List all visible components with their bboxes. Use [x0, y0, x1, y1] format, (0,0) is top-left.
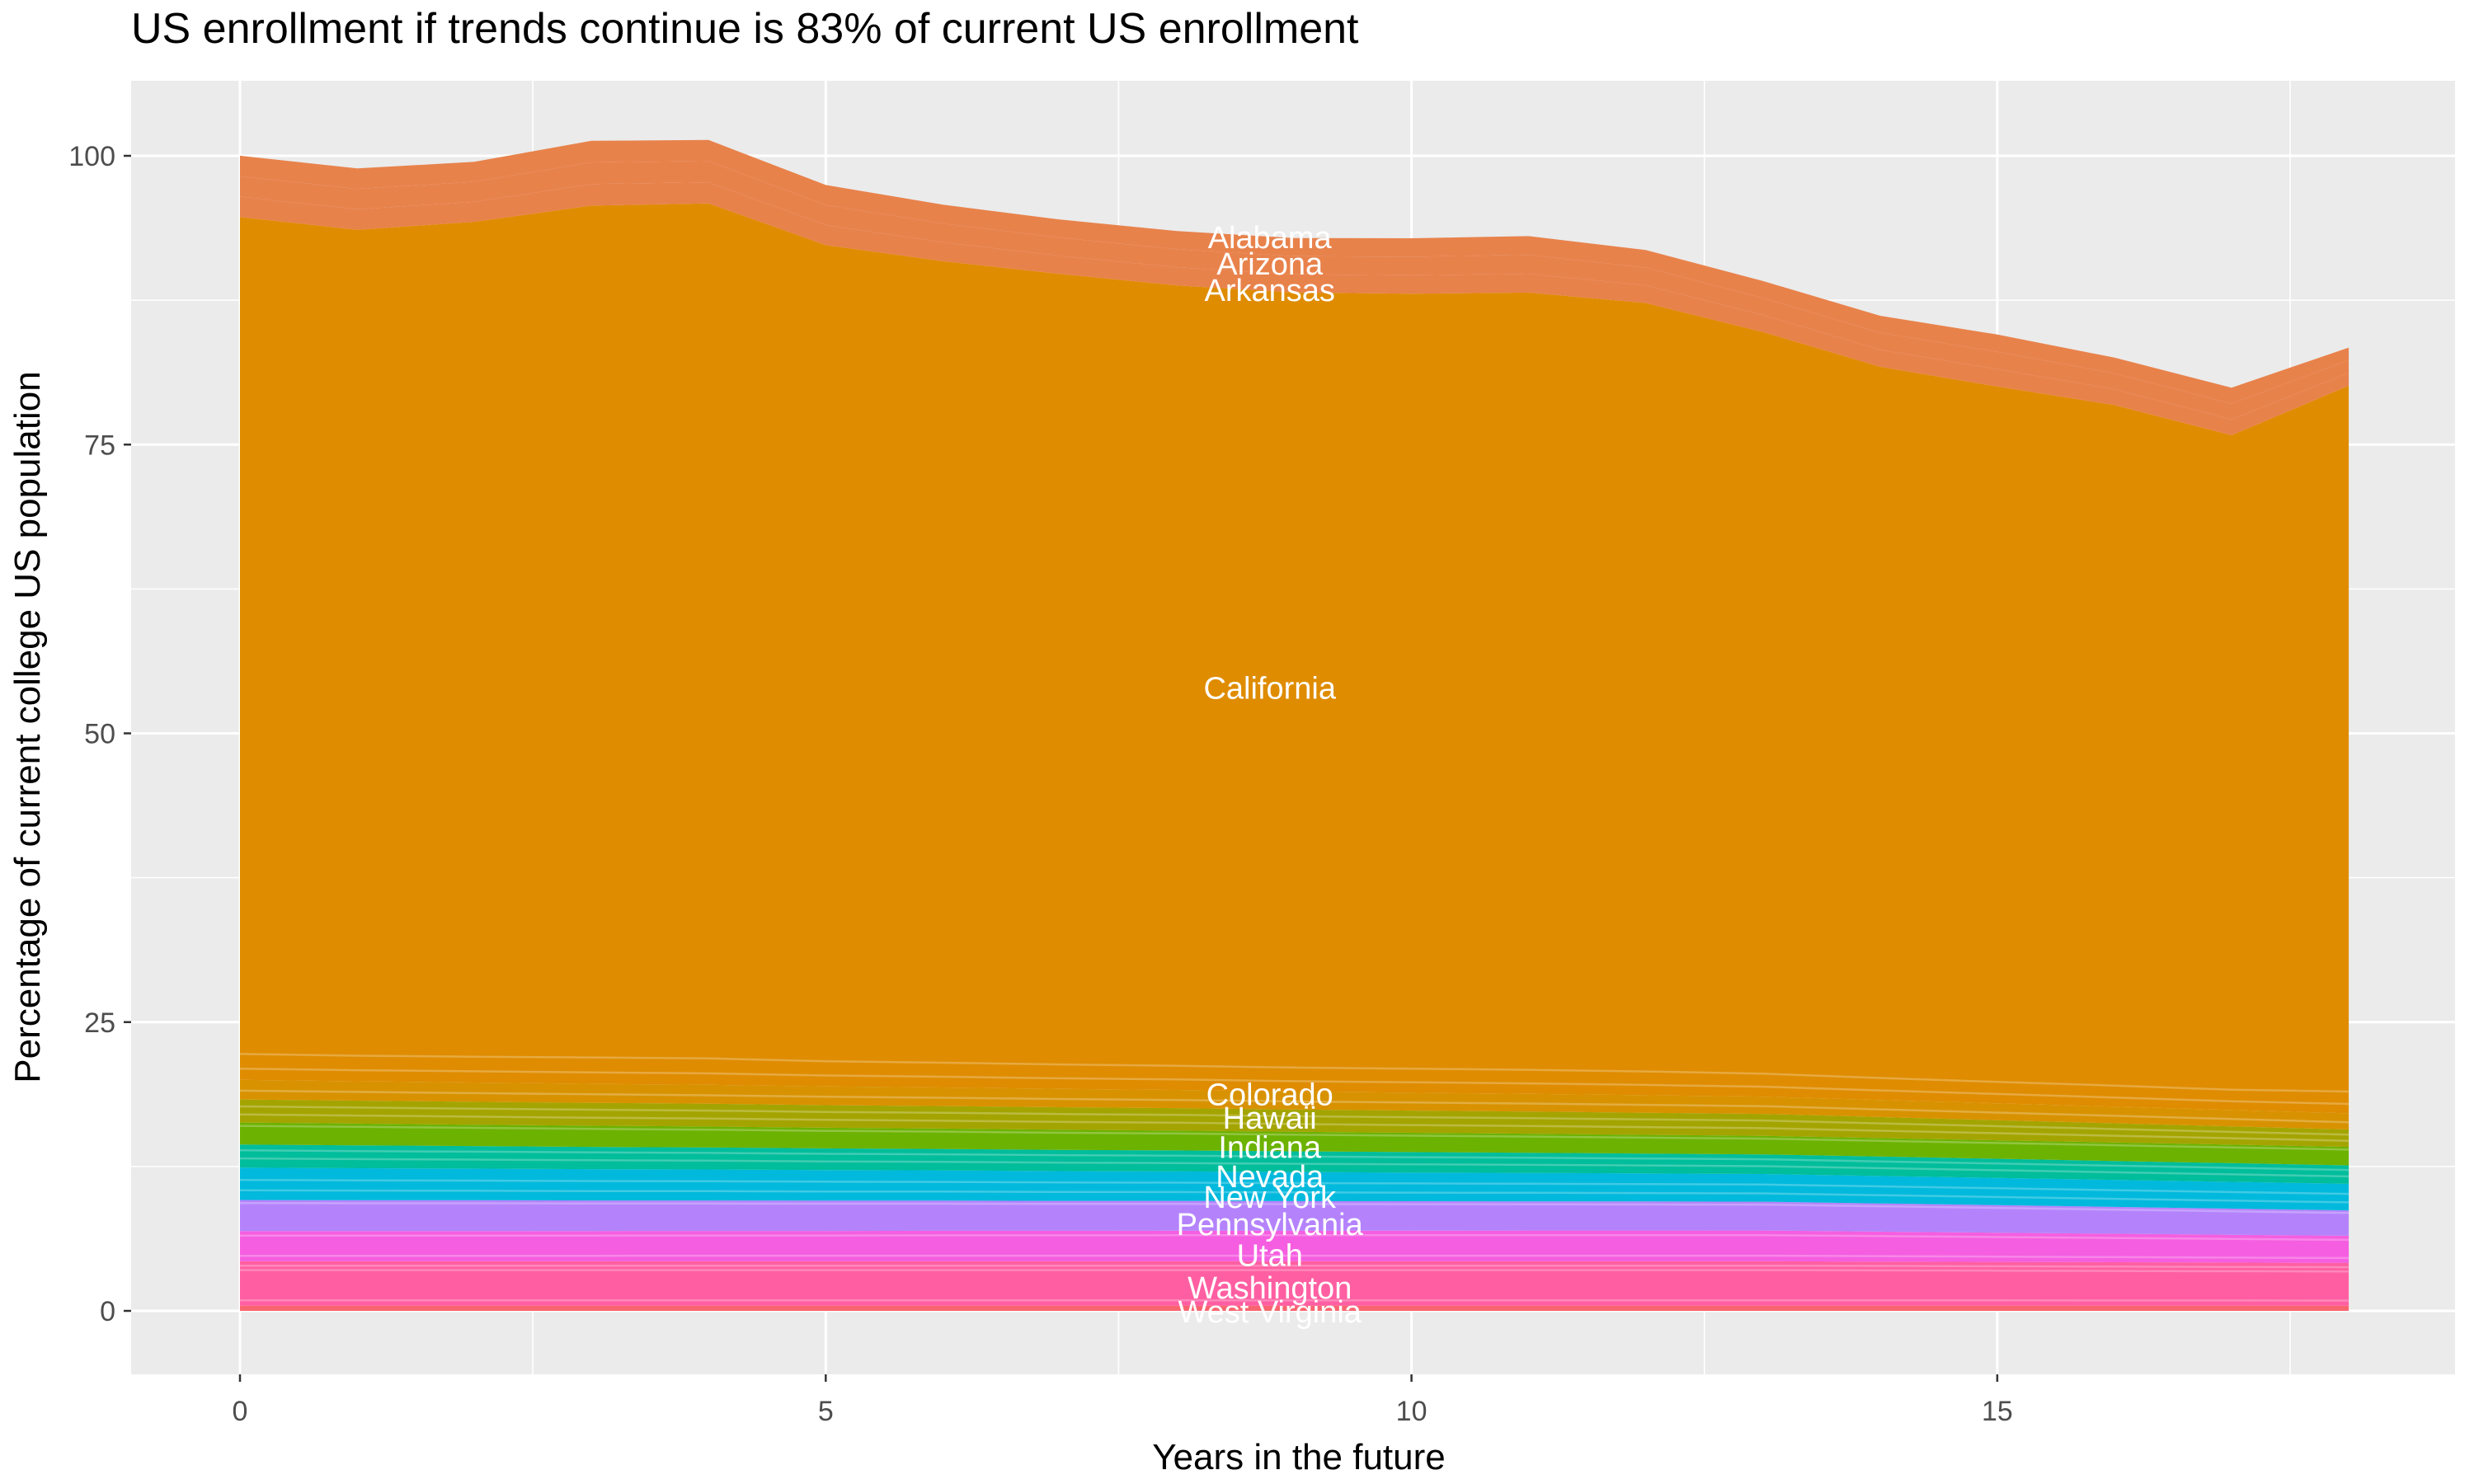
area-west-virginia	[240, 1305, 2349, 1311]
area-hawaii	[240, 1099, 2349, 1148]
area-utah	[240, 1230, 2349, 1263]
hairline-new-york	[239, 1178, 2349, 1195]
hairline-utah	[240, 1254, 2349, 1260]
hairline-utah	[240, 1233, 2349, 1242]
hairline-hawaii	[239, 1105, 2349, 1136]
hairline-washington	[240, 1269, 2349, 1273]
state-label-arkansas: Arkansas	[1205, 274, 1335, 308]
y-tick-label-25: 25	[84, 1007, 115, 1039]
hairline-california	[239, 1067, 2349, 1106]
hairline-new-york	[239, 1189, 2349, 1204]
area-alabama	[240, 139, 2349, 404]
area-indiana	[240, 1122, 2349, 1166]
area-nevada	[240, 1144, 2349, 1184]
y-tick-label-0: 0	[100, 1296, 115, 1327]
hairline-nevada	[239, 1157, 2349, 1178]
y-axis-title: Percentage of current college US populat…	[7, 371, 48, 1082]
x-tick-label-0: 0	[233, 1396, 248, 1427]
hairline-pennsylvania	[239, 1202, 2349, 1214]
area-pennsylvania	[240, 1200, 2349, 1236]
state-label-arizona: Arizona	[1216, 247, 1324, 282]
state-label-utah: Utah	[1237, 1238, 1303, 1273]
area-arizona	[240, 161, 2349, 420]
state-label-nevada: Nevada	[1216, 1160, 1324, 1195]
state-label-washington: Washington	[1188, 1271, 1352, 1306]
hairline-indiana	[239, 1125, 2349, 1151]
hairline-hawaii	[239, 1113, 2349, 1142]
state-label-pennsylvania: Pennsylvania	[1177, 1208, 1364, 1242]
y-tick-label-50: 50	[84, 719, 115, 750]
y-axis: 0 25 50 75 100	[68, 141, 131, 1327]
x-tick-label-5: 5	[818, 1396, 834, 1427]
x-tick-label-10: 10	[1396, 1396, 1427, 1427]
x-axis-title: Years in the future	[1152, 1437, 1446, 1477]
chart-title: US enrollment if trends continue is 83% …	[131, 5, 1359, 53]
state-label-west-virginia: West Virginia	[1178, 1295, 1362, 1330]
area-colorado	[240, 1079, 2349, 1129]
area-california	[240, 203, 2349, 1114]
state-label-california: California	[1203, 671, 1336, 706]
band-boundary-hairlines	[239, 1053, 2349, 1302]
state-label-colorado: Colorado	[1206, 1078, 1333, 1113]
x-axis: 0 5 10 15	[233, 1374, 2013, 1427]
area-washington	[240, 1261, 2349, 1306]
state-label-new-york: New York	[1203, 1181, 1337, 1215]
state-areas	[240, 139, 2349, 1311]
hairline-california	[239, 1053, 2349, 1093]
y-tick-label-100: 100	[68, 141, 115, 172]
x-tick-label-15: 15	[1982, 1396, 2013, 1427]
y-tick-label-75: 75	[84, 430, 115, 461]
state-label-indiana: Indiana	[1218, 1130, 1322, 1165]
state-label-alabama: Alabama	[1208, 221, 1333, 256]
hairline-colorado	[239, 1089, 2349, 1124]
area-new-york	[240, 1167, 2349, 1211]
state-label-hawaii: Hawaii	[1223, 1101, 1317, 1136]
hairline-nevada	[239, 1149, 2349, 1172]
hairline-washington	[240, 1264, 2349, 1269]
area-arkansas	[240, 182, 2349, 435]
